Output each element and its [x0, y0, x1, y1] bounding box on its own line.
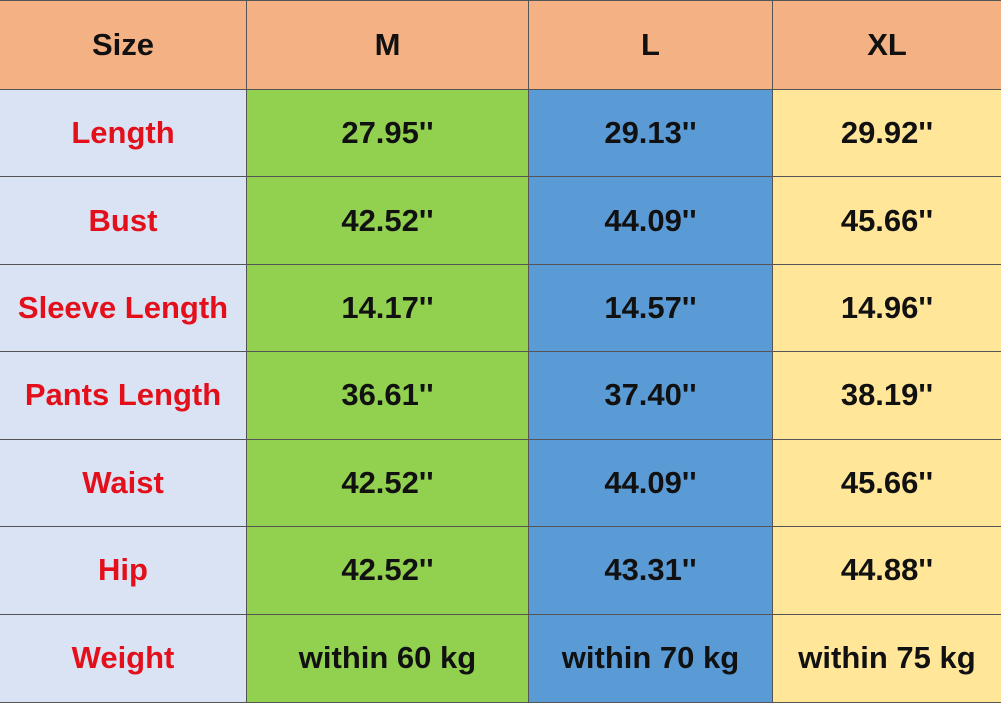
row-label: Length: [0, 90, 247, 178]
size-value: 45.66'': [773, 177, 1001, 265]
size-value: within 70 kg: [529, 614, 773, 702]
size-value: 14.96'': [773, 264, 1001, 353]
size-value: within 60 kg: [247, 614, 529, 702]
size-value: 29.13'': [529, 90, 773, 178]
size-value: within 75 kg: [773, 614, 1001, 702]
size-value: 45.66'': [773, 439, 1001, 528]
header-cell: M: [247, 1, 529, 90]
size-value: 38.19'': [773, 352, 1001, 440]
row-label: Hip: [0, 527, 247, 615]
size-value: 44.09'': [529, 177, 773, 265]
header-cell: L: [529, 1, 773, 90]
header-cell: XL: [773, 1, 1001, 90]
size-value: 29.92'': [773, 90, 1001, 178]
size-value: 42.52'': [247, 527, 529, 615]
header-cell: Size: [0, 1, 247, 90]
row-label: Weight: [0, 614, 247, 702]
size-value: 42.52'': [247, 177, 529, 265]
size-value: 27.95'': [247, 90, 529, 178]
row-label: Bust: [0, 177, 247, 265]
row-label: Sleeve Length: [0, 264, 247, 353]
size-value: 37.40'': [529, 352, 773, 440]
size-value: 36.61'': [247, 352, 529, 440]
size-value: 43.31'': [529, 527, 773, 615]
size-value: 42.52'': [247, 439, 529, 528]
size-value: 44.88'': [773, 527, 1001, 615]
size-value: 14.57'': [529, 264, 773, 353]
size-value: 14.17'': [247, 264, 529, 353]
row-label: Pants Length: [0, 352, 247, 440]
size-value: 44.09'': [529, 439, 773, 528]
row-label: Waist: [0, 439, 247, 528]
